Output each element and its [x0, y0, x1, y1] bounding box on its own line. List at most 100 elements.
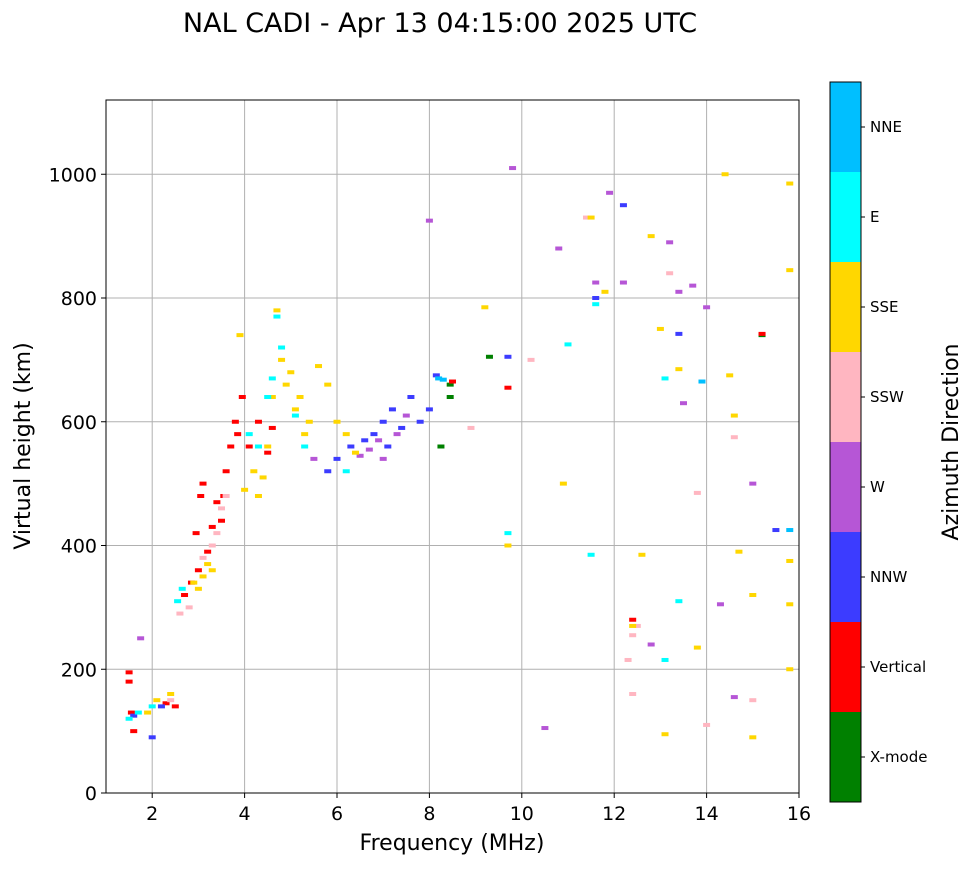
data-point	[250, 469, 258, 474]
data-point	[167, 698, 175, 703]
data-point	[241, 487, 249, 492]
data-point	[192, 531, 200, 536]
data-point	[698, 379, 706, 384]
data-point	[749, 593, 757, 597]
data-point	[749, 735, 757, 740]
data-point	[167, 692, 175, 696]
data-point	[629, 692, 637, 696]
data-point	[675, 289, 683, 294]
data-point	[222, 494, 230, 498]
data-point	[432, 373, 440, 378]
data-point	[716, 602, 724, 607]
data-point	[555, 246, 563, 251]
data-point	[379, 456, 387, 461]
data-point	[446, 382, 454, 387]
data-point	[291, 413, 299, 418]
data-point	[199, 574, 207, 579]
colorbar-segment	[830, 172, 861, 262]
x-axis-ticks: 2 4 6 8 10 12 14 16	[146, 793, 811, 825]
data-point	[153, 698, 161, 703]
data-point	[407, 395, 415, 399]
colorbar-label: NNW	[870, 568, 907, 586]
data-point	[333, 456, 341, 461]
colorbar-title: Azimuth Direction	[939, 343, 964, 540]
data-point	[171, 704, 179, 709]
data-point	[481, 305, 489, 310]
data-point	[231, 419, 239, 424]
data-point	[296, 395, 304, 399]
x-tick-label: 4	[239, 803, 251, 825]
data-point	[435, 376, 443, 381]
data-point	[703, 722, 711, 727]
data-point	[786, 602, 794, 607]
data-point	[127, 710, 135, 715]
data-point	[619, 203, 627, 208]
data-point	[693, 645, 701, 650]
data-point	[227, 444, 235, 449]
data-point	[693, 490, 701, 495]
data-point	[786, 528, 794, 533]
data-point	[245, 432, 253, 437]
colorbar-label: X-mode	[870, 748, 927, 766]
colorbar-label: NNE	[870, 118, 902, 136]
data-point	[629, 617, 637, 622]
y-tick-label: 600	[61, 412, 97, 434]
azimuth-colorbar: X-mode Vertical NNW W SSW SSE E NNE	[829, 81, 927, 803]
colorbar-segment	[830, 442, 861, 532]
x-tick-label: 14	[695, 803, 719, 825]
x-tick-label: 10	[510, 803, 534, 825]
data-point	[393, 432, 401, 437]
data-point	[398, 425, 406, 430]
data-point	[254, 419, 262, 424]
data-point	[333, 419, 341, 424]
data-point	[268, 376, 276, 381]
data-point	[449, 379, 456, 384]
data-point	[194, 568, 202, 573]
data-point	[638, 552, 646, 557]
data-point	[375, 438, 383, 443]
data-point	[504, 531, 512, 536]
plot-area	[105, 99, 800, 794]
data-point	[629, 633, 637, 638]
x-tick-label: 16	[787, 803, 811, 825]
data-point	[564, 342, 572, 347]
data-point	[601, 289, 609, 294]
data-point	[144, 710, 152, 715]
data-point	[245, 444, 253, 449]
data-point	[439, 377, 447, 382]
colorbar-label: SSW	[870, 388, 904, 406]
data-point	[301, 444, 309, 449]
data-point	[162, 701, 170, 706]
y-axis-label: Virtual height (km)	[11, 342, 36, 549]
data-point	[278, 357, 286, 362]
data-point	[365, 447, 373, 452]
data-point	[130, 729, 138, 734]
grid-lines	[106, 100, 800, 794]
x-tick-label: 8	[423, 803, 435, 825]
data-point	[730, 435, 738, 440]
data-point	[125, 670, 133, 675]
data-point	[675, 367, 683, 372]
data-point	[749, 481, 757, 486]
data-point	[305, 419, 313, 424]
data-point	[661, 376, 669, 381]
data-point	[347, 444, 355, 449]
data-point	[213, 531, 221, 536]
data-point	[268, 395, 276, 399]
colorbar-segment	[830, 262, 861, 352]
data-point	[675, 331, 683, 336]
data-point	[587, 552, 595, 557]
data-point	[291, 407, 299, 412]
data-point	[666, 271, 674, 276]
data-point	[758, 331, 766, 336]
colorbar-label: E	[870, 208, 879, 226]
data-point	[204, 562, 212, 567]
data-point	[264, 395, 272, 399]
data-point	[356, 453, 364, 458]
data-point	[238, 395, 246, 399]
data-point	[633, 623, 641, 628]
data-point	[786, 268, 794, 273]
data-point	[361, 438, 369, 443]
data-point	[178, 586, 186, 591]
